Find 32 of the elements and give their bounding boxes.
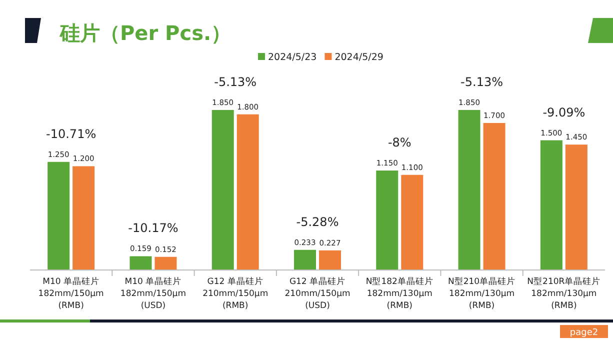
bar xyxy=(376,170,398,270)
bar xyxy=(483,122,506,270)
x-tick-label: N型210单晶硅片 182mm/130μm (RMB) xyxy=(448,276,516,311)
legend-label: 2024/5/23 xyxy=(268,52,317,63)
annotation: -8% xyxy=(388,136,412,150)
bar xyxy=(154,256,177,270)
bar xyxy=(458,110,480,270)
x-tick-label: N型210R单晶硅片 182mm/130μm (RMB) xyxy=(527,276,601,311)
annotation: -5.28% xyxy=(296,214,339,229)
text: -5.13% xyxy=(460,75,504,89)
bar xyxy=(48,162,70,270)
chart-title: 硅片（Per Pcs.） xyxy=(59,21,232,45)
bar xyxy=(565,144,588,270)
annotation: -9.09% xyxy=(542,105,586,120)
bar xyxy=(130,256,152,270)
annotation: -10.71% xyxy=(46,126,96,141)
x-tick-label: G12 单晶硅片 210mm/150μm (USD) xyxy=(284,276,350,311)
bar xyxy=(401,174,424,270)
x-tick-label: N型182单晶硅片 182mm/130μm (RMB) xyxy=(366,276,434,311)
bar xyxy=(72,166,95,270)
text: page2 xyxy=(570,328,598,338)
legend-label: 2024/5/29 xyxy=(334,52,384,63)
bar xyxy=(212,110,234,270)
bar xyxy=(319,250,341,270)
annotation: -10.17% xyxy=(128,221,178,236)
bar xyxy=(294,250,316,270)
bar xyxy=(236,114,259,270)
text: -5.13% xyxy=(214,75,257,89)
bar xyxy=(540,140,562,270)
x-tick-label: M10 单晶硅片 182mm/150μm (USD) xyxy=(120,276,186,311)
x-tick-label: M10 单晶硅片 182mm/150μm (RMB) xyxy=(38,276,104,311)
x-tick-label: G12 单晶硅片 210mm/150μm (RMB) xyxy=(202,276,268,311)
